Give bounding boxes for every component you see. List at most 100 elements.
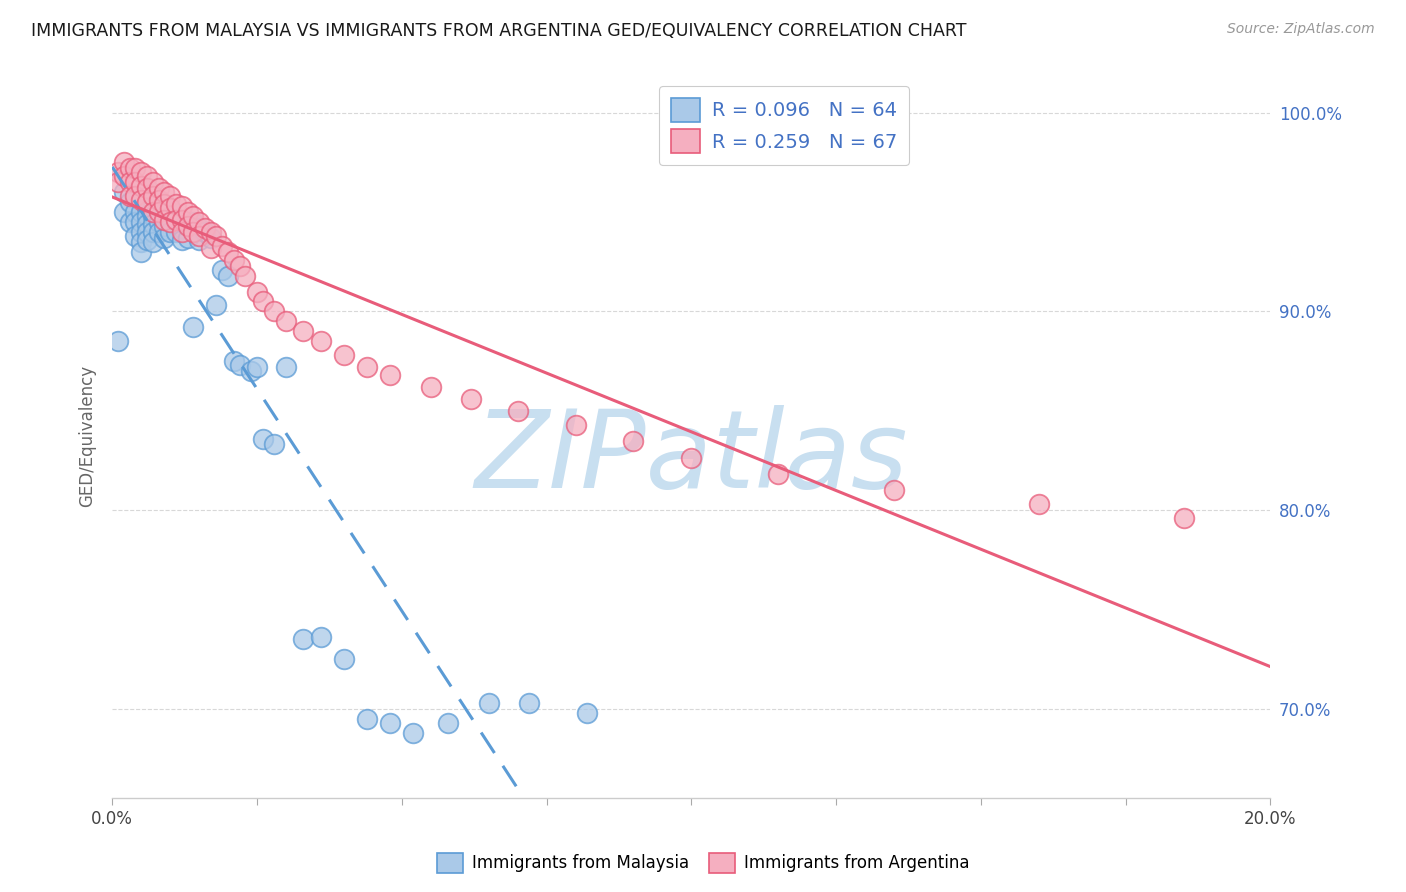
Point — [222, 252, 245, 267]
Point — [129, 165, 152, 179]
Point — [883, 483, 905, 498]
Point — [517, 696, 540, 710]
Point — [181, 320, 204, 334]
Point — [205, 228, 228, 243]
Point — [129, 205, 152, 219]
Point — [118, 175, 141, 189]
Point — [188, 215, 211, 229]
Point — [228, 259, 250, 273]
Point — [142, 205, 165, 219]
Point — [188, 233, 211, 247]
Point — [356, 359, 378, 374]
Point — [129, 225, 152, 239]
Point — [419, 380, 441, 394]
Point — [380, 368, 402, 382]
Point — [165, 197, 187, 211]
Point — [181, 215, 204, 229]
Point — [159, 215, 181, 229]
Point — [333, 348, 356, 362]
Point — [136, 233, 159, 247]
Legend: Immigrants from Malaysia, Immigrants from Argentina: Immigrants from Malaysia, Immigrants fro… — [430, 847, 976, 880]
Point — [118, 161, 141, 176]
Point — [170, 213, 193, 227]
Point — [200, 225, 222, 239]
Y-axis label: GED/Equivalency: GED/Equivalency — [79, 365, 96, 507]
Point — [153, 197, 176, 211]
Point — [129, 179, 152, 194]
Point — [252, 294, 274, 309]
Point — [159, 201, 181, 215]
Point — [623, 434, 645, 448]
Point — [142, 175, 165, 189]
Point — [124, 215, 146, 229]
Point — [136, 201, 159, 215]
Point — [153, 185, 176, 199]
Point — [118, 195, 141, 210]
Point — [356, 712, 378, 726]
Point — [142, 235, 165, 249]
Point — [136, 209, 159, 223]
Point — [437, 715, 460, 730]
Point — [136, 181, 159, 195]
Point — [159, 211, 181, 225]
Point — [478, 696, 501, 710]
Point — [211, 262, 233, 277]
Point — [274, 359, 297, 374]
Point — [1173, 511, 1195, 525]
Point — [333, 652, 356, 666]
Point — [263, 437, 285, 451]
Point — [222, 354, 245, 368]
Point — [292, 632, 315, 647]
Point — [194, 225, 217, 239]
Point — [181, 209, 204, 223]
Point — [142, 189, 165, 203]
Point — [1028, 497, 1050, 511]
Point — [200, 231, 222, 245]
Point — [136, 225, 159, 239]
Point — [170, 233, 193, 247]
Point — [200, 241, 222, 255]
Point — [142, 199, 165, 213]
Point — [107, 175, 129, 189]
Point — [460, 392, 482, 406]
Point — [124, 205, 146, 219]
Point — [188, 228, 211, 243]
Point — [181, 225, 204, 239]
Point — [217, 244, 239, 259]
Point — [170, 225, 193, 239]
Point — [129, 244, 152, 259]
Point — [159, 201, 181, 215]
Point — [402, 725, 425, 739]
Point — [124, 161, 146, 176]
Point — [118, 215, 141, 229]
Text: Source: ZipAtlas.com: Source: ZipAtlas.com — [1227, 22, 1375, 37]
Point — [211, 239, 233, 253]
Point — [274, 314, 297, 328]
Point — [142, 209, 165, 223]
Point — [124, 175, 146, 189]
Point — [176, 219, 198, 233]
Point — [112, 185, 135, 199]
Point — [246, 285, 269, 299]
Point — [564, 417, 586, 432]
Point — [124, 228, 146, 243]
Point — [153, 231, 176, 245]
Point — [228, 358, 250, 372]
Point — [576, 706, 599, 720]
Legend: R = 0.096   N = 64, R = 0.259   N = 67: R = 0.096 N = 64, R = 0.259 N = 67 — [659, 87, 908, 165]
Point — [107, 165, 129, 179]
Point — [136, 195, 159, 210]
Point — [217, 268, 239, 283]
Point — [112, 169, 135, 184]
Point — [153, 209, 176, 223]
Point — [112, 155, 135, 169]
Point — [176, 219, 198, 233]
Point — [129, 235, 152, 249]
Point — [205, 298, 228, 312]
Point — [246, 359, 269, 374]
Point — [136, 169, 159, 184]
Point — [112, 205, 135, 219]
Point — [240, 364, 263, 378]
Point — [165, 213, 187, 227]
Point — [766, 467, 789, 482]
